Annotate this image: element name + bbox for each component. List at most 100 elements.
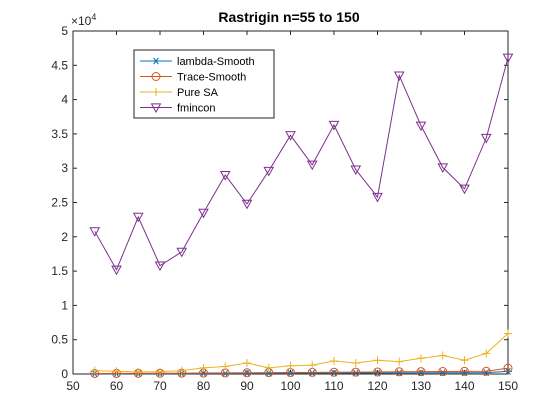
x-tick-label: 140 xyxy=(454,379,474,393)
data-point xyxy=(264,369,273,377)
axes: 50 60 70 80 90 100 110 120 130 140 150 0 0.5 1 1.5 2 2.5… xyxy=(51,12,518,393)
data-point xyxy=(243,359,251,368)
data-point xyxy=(373,367,382,377)
legend-label: fmincon xyxy=(177,103,216,115)
x-tick-label: 50 xyxy=(66,379,80,393)
data-point xyxy=(328,120,340,131)
data-point xyxy=(415,121,427,132)
data-point xyxy=(437,163,449,174)
data-point xyxy=(417,354,425,363)
y-tick-label: 1.5 xyxy=(51,264,68,278)
data-point xyxy=(351,359,360,368)
legend-marker xyxy=(152,57,160,65)
legend-label: Trace-Smooth xyxy=(177,72,246,84)
data-point xyxy=(242,368,252,378)
data-point xyxy=(350,165,362,176)
data-point xyxy=(177,366,186,375)
data-point xyxy=(264,363,273,372)
data-point xyxy=(263,166,275,177)
y-tick-label: 2.5 xyxy=(51,196,68,210)
data-point xyxy=(351,369,360,377)
y-tick-label: 4.5 xyxy=(51,58,68,72)
data-point xyxy=(330,369,338,377)
y-tick-label: 4 xyxy=(61,93,68,107)
legend-item: Trace-Smooth xyxy=(140,72,246,84)
data-point xyxy=(90,366,99,375)
y-tick-label: 0.5 xyxy=(51,333,68,347)
data-point xyxy=(394,367,404,377)
data-point xyxy=(504,329,512,338)
data-point xyxy=(459,184,470,195)
data-point xyxy=(502,53,514,64)
series-layer xyxy=(89,53,514,378)
x-tick-label: 120 xyxy=(367,379,387,393)
legend-marker xyxy=(151,72,161,81)
data-point xyxy=(243,369,251,377)
data-point xyxy=(351,367,361,377)
data-point xyxy=(480,133,492,144)
legend-label: lambda-Smooth xyxy=(177,56,255,68)
series-fmincon xyxy=(89,53,514,276)
data-point xyxy=(482,349,491,358)
x-tick-label: 150 xyxy=(498,379,518,393)
data-point xyxy=(306,160,318,171)
data-point xyxy=(460,366,469,376)
data-point xyxy=(219,170,231,181)
y-exponent: 4 xyxy=(91,12,96,22)
data-point xyxy=(156,367,164,376)
data-point xyxy=(438,367,448,377)
x-tick-label: 70 xyxy=(153,379,167,393)
x-tick-label: 80 xyxy=(197,379,211,393)
data-point xyxy=(134,367,143,376)
data-point xyxy=(221,362,230,371)
data-point xyxy=(372,192,383,203)
series-pure-sa xyxy=(90,329,512,376)
data-point xyxy=(395,369,404,377)
data-point xyxy=(503,363,513,373)
data-point xyxy=(132,212,144,223)
y-tick-label: 2 xyxy=(61,230,68,244)
data-point xyxy=(460,356,469,365)
data-point xyxy=(198,208,209,219)
data-point xyxy=(373,369,382,377)
legend-marker xyxy=(152,88,160,96)
series-trace-smooth xyxy=(90,363,513,378)
chart-title: Rastrigin n=55 to 150 xyxy=(218,9,359,25)
legend-label: Pure SA xyxy=(177,87,219,99)
legend: lambda-Smooth Trace-Smooth Pure SA fmincon xyxy=(133,49,275,119)
data-point xyxy=(199,363,208,372)
y-tick-label: 0 xyxy=(61,367,68,381)
legend-item: Pure SA xyxy=(140,87,219,99)
legend-marker xyxy=(150,103,162,114)
x-tick-label: 110 xyxy=(324,379,343,393)
data-point xyxy=(416,367,426,377)
legend-item: lambda-Smooth xyxy=(140,56,255,68)
data-point xyxy=(112,367,121,376)
data-point xyxy=(393,71,405,82)
data-point xyxy=(176,247,188,258)
data-point xyxy=(286,369,295,377)
x-tick-label: 130 xyxy=(411,379,431,393)
data-point xyxy=(154,261,166,272)
data-point xyxy=(241,199,253,210)
y-exponent-label: ×104 xyxy=(71,12,96,28)
x-tick-label: 60 xyxy=(110,379,124,393)
legend-item: fmincon xyxy=(140,103,216,115)
y-tick-label: 1 xyxy=(61,298,68,312)
y-tick-label: 3 xyxy=(61,161,68,175)
data-point xyxy=(481,366,491,376)
data-point xyxy=(330,356,338,365)
data-point xyxy=(221,369,230,377)
data-point xyxy=(286,361,295,370)
x-tick-label: 90 xyxy=(240,379,254,393)
data-point xyxy=(111,265,122,276)
data-point xyxy=(285,131,296,141)
x-tick-label: 100 xyxy=(280,379,300,393)
data-point xyxy=(395,357,404,366)
y-tick-label: 5 xyxy=(61,24,68,38)
y-tick-label: 3.5 xyxy=(51,127,68,141)
data-point xyxy=(373,356,382,365)
data-point xyxy=(329,367,339,377)
data-point xyxy=(89,227,101,237)
